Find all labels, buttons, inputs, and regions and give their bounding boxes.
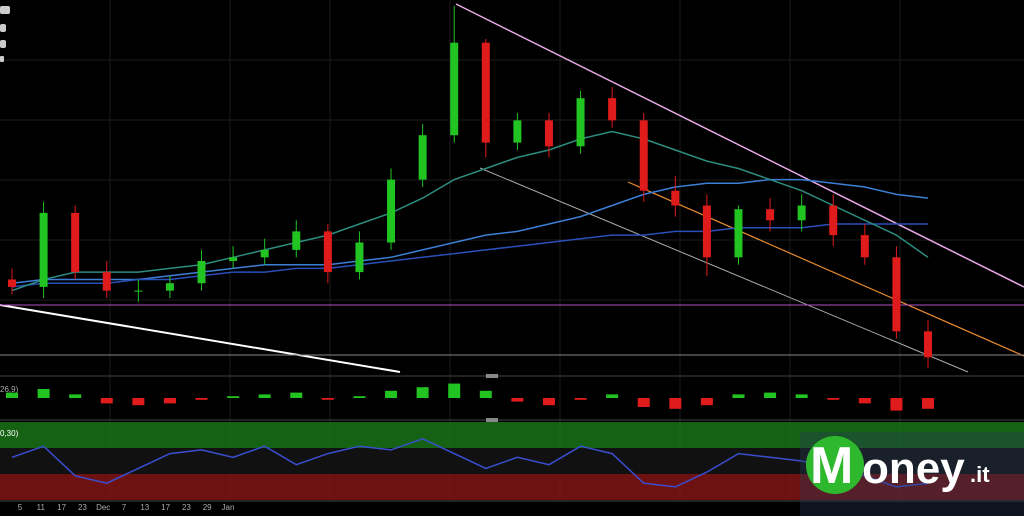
macd-bar <box>6 392 18 398</box>
x-tick-label: 17 <box>161 503 170 512</box>
candle-body <box>639 120 648 191</box>
macd-bar <box>574 398 587 400</box>
macd-bar <box>290 392 303 398</box>
x-tick-label: 7 <box>122 503 127 512</box>
candle-body <box>702 205 711 258</box>
candle-body <box>387 179 396 243</box>
candle-body <box>355 242 364 273</box>
candle-body <box>544 120 553 147</box>
candle-body <box>134 290 143 292</box>
macd-bar <box>258 394 271 398</box>
x-tick-label: 23 <box>78 503 87 512</box>
macd-bar <box>606 394 619 398</box>
candle-body <box>766 209 775 221</box>
candle-body <box>513 120 522 143</box>
moving-average <box>11 130 929 292</box>
macd-bar <box>385 390 398 398</box>
macd-bar <box>132 398 145 406</box>
trend-lines <box>0 3 1024 373</box>
x-tick-label: 13 <box>140 503 149 512</box>
x-tick-label: 23 <box>182 503 191 512</box>
macd-bar <box>416 387 429 398</box>
candle-body <box>450 42 459 136</box>
macd-bar <box>827 398 840 400</box>
candle-body <box>323 231 332 273</box>
logo-rest: oney <box>862 444 965 493</box>
macd-bar <box>511 398 524 402</box>
candle-body <box>734 209 743 258</box>
candle-body <box>418 135 427 180</box>
logo-initial: M <box>810 437 854 495</box>
logo: M oney .it <box>800 432 1024 516</box>
macd-bar <box>732 394 745 398</box>
macd-bar <box>100 398 113 404</box>
macd-label: 26,9) <box>0 385 19 394</box>
macd-bar <box>69 394 82 398</box>
logo-circle <box>806 436 864 494</box>
logo-tld: .it <box>970 462 990 487</box>
macd-bar <box>195 398 208 400</box>
candle-body <box>39 212 48 287</box>
macd-bar <box>700 398 713 406</box>
candle-body <box>797 205 806 221</box>
macd-bar <box>764 392 777 398</box>
candle-body <box>924 331 932 358</box>
panel-handle[interactable] <box>486 374 498 378</box>
x-tick-label: 11 <box>37 503 46 512</box>
stoch-label: 0,30) <box>0 429 19 438</box>
candle-body <box>608 98 617 121</box>
macd-bar <box>353 396 366 398</box>
moving-average <box>11 223 928 288</box>
macd-bar <box>479 390 492 398</box>
macd-bar <box>321 398 334 400</box>
candle-body <box>260 249 269 258</box>
toolbar-icons <box>0 6 10 62</box>
candle-body <box>197 261 206 284</box>
x-tick-label: 17 <box>57 503 66 512</box>
x-tick-label: Jan <box>222 503 235 512</box>
candle-body <box>8 279 16 287</box>
macd-bar <box>669 398 682 409</box>
macd-bar <box>448 383 461 398</box>
candle-body <box>576 98 585 147</box>
macd-bar <box>795 394 808 398</box>
macd-bar <box>37 389 50 398</box>
macd-bar <box>890 398 903 411</box>
stochastic-line <box>11 437 929 488</box>
macd-bar <box>922 398 934 409</box>
candle-body <box>860 235 869 258</box>
macd-bar <box>542 398 555 406</box>
candle-body <box>71 212 80 273</box>
x-tick-label: 5 <box>18 503 23 512</box>
candle-body <box>892 257 901 332</box>
candle-body <box>292 231 301 250</box>
x-tick-label: Dec <box>96 503 110 512</box>
moving-average <box>11 178 929 284</box>
candle-body <box>229 257 238 261</box>
macd-bar <box>163 398 176 404</box>
panel-handle[interactable] <box>486 418 498 422</box>
candle-body <box>165 283 174 291</box>
macd-bar <box>858 398 871 404</box>
candle-body <box>481 42 490 143</box>
candle-body <box>671 190 680 206</box>
macd-bar <box>637 398 650 407</box>
candle-body <box>829 205 838 236</box>
x-tick-label: 29 <box>203 503 212 512</box>
grid <box>0 0 1024 500</box>
macd-bar <box>227 396 240 398</box>
candle-body <box>102 272 111 291</box>
